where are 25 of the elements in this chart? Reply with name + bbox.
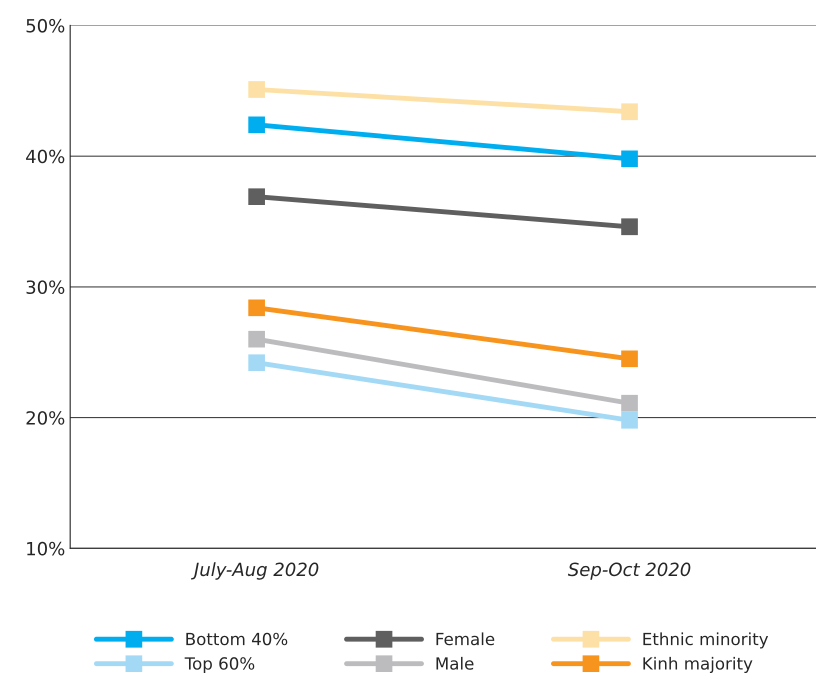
point bbox=[621, 350, 638, 368]
legend-label: Bottom 40% bbox=[186, 632, 288, 646]
x-tick-label: Sep-Oct 2020 bbox=[568, 562, 690, 580]
x-tick-label: July-Aug 2020 bbox=[191, 562, 318, 580]
point bbox=[621, 150, 638, 168]
point bbox=[621, 218, 638, 236]
legend-label: Ethnic minority bbox=[643, 632, 768, 649]
legend-label: Female bbox=[436, 632, 494, 646]
point bbox=[248, 354, 265, 372]
point bbox=[248, 299, 265, 316]
point bbox=[248, 330, 265, 348]
y-tick-label: 40% bbox=[26, 150, 64, 164]
y-tick-label: 30% bbox=[26, 280, 64, 294]
legend-label: Male bbox=[436, 656, 474, 670]
point bbox=[248, 116, 265, 134]
point bbox=[621, 103, 638, 120]
legend-label: Top 60% bbox=[184, 657, 254, 673]
y-tick-label: 10% bbox=[27, 542, 64, 556]
point bbox=[248, 188, 265, 206]
y-tick-label: 50% bbox=[26, 18, 64, 33]
point bbox=[621, 412, 638, 429]
point bbox=[248, 81, 265, 98]
point bbox=[621, 394, 638, 412]
legend-label: Kinh majority bbox=[643, 656, 752, 673]
y-tick-label: 20% bbox=[26, 411, 64, 425]
